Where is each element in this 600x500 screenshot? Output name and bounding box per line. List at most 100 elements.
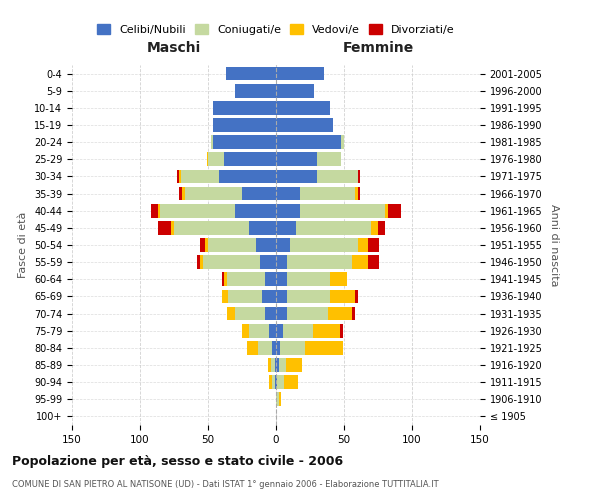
Bar	[279, 392, 281, 406]
Bar	[305, 341, 343, 354]
Bar	[283, 324, 313, 338]
Y-axis label: Anni di nascita: Anni di nascita	[549, 204, 559, 286]
Bar	[371, 221, 378, 234]
Bar	[328, 306, 352, 320]
Bar	[276, 101, 331, 114]
Bar	[368, 238, 379, 252]
Bar	[276, 272, 287, 286]
Bar	[276, 238, 290, 252]
Bar	[249, 324, 269, 338]
Bar	[229, 290, 262, 304]
Bar	[385, 204, 388, 218]
Bar	[276, 136, 341, 149]
Bar	[279, 358, 286, 372]
Text: COMUNE DI SAN PIETRO AL NATISONE (UD) - Dati ISTAT 1° gennaio 2006 - Elaborazion: COMUNE DI SAN PIETRO AL NATISONE (UD) - …	[12, 480, 439, 489]
Bar	[358, 238, 368, 252]
Bar	[358, 186, 361, 200]
Bar	[378, 221, 385, 234]
Bar	[355, 186, 358, 200]
Y-axis label: Fasce di età: Fasce di età	[19, 212, 28, 278]
Bar	[276, 376, 277, 389]
Bar	[287, 272, 331, 286]
Bar	[276, 290, 287, 304]
Bar	[296, 221, 371, 234]
Legend: Celibi/Nubili, Coniugati/e, Vedovi/e, Divorziati/e: Celibi/Nubili, Coniugati/e, Vedovi/e, Di…	[97, 24, 455, 34]
Bar	[262, 290, 276, 304]
Bar	[158, 204, 160, 218]
Text: Femmine: Femmine	[343, 40, 413, 54]
Bar	[286, 358, 302, 372]
Bar	[151, 204, 158, 218]
Bar	[214, 136, 276, 149]
Bar	[197, 256, 200, 269]
Bar	[182, 186, 185, 200]
Bar	[226, 66, 276, 80]
Bar	[205, 238, 208, 252]
Bar	[227, 306, 235, 320]
Bar	[179, 170, 181, 183]
Bar	[158, 221, 171, 234]
Bar	[247, 341, 259, 354]
Bar	[276, 392, 279, 406]
Bar	[276, 324, 283, 338]
Bar	[174, 221, 249, 234]
Bar	[177, 170, 179, 183]
Bar	[290, 238, 358, 252]
Bar	[272, 376, 275, 389]
Bar	[272, 341, 276, 354]
Bar	[275, 376, 276, 389]
Bar	[287, 290, 331, 304]
Bar	[276, 341, 280, 354]
Bar	[331, 290, 355, 304]
Bar	[276, 186, 301, 200]
Bar	[317, 170, 358, 183]
Bar	[171, 221, 174, 234]
Bar	[185, 186, 242, 200]
Bar	[358, 170, 361, 183]
Bar	[208, 152, 224, 166]
Bar	[224, 272, 227, 286]
Bar	[181, 170, 219, 183]
Bar	[276, 84, 314, 98]
Bar	[284, 376, 298, 389]
Bar	[276, 358, 279, 372]
Bar	[287, 256, 352, 269]
Bar	[301, 186, 355, 200]
Bar	[276, 204, 301, 218]
Bar	[355, 290, 358, 304]
Bar	[280, 341, 305, 354]
Bar	[214, 118, 276, 132]
Bar	[206, 152, 208, 166]
Bar	[179, 186, 182, 200]
Bar	[276, 118, 333, 132]
Bar	[277, 376, 284, 389]
Bar	[269, 324, 276, 338]
Bar	[268, 358, 271, 372]
Bar	[276, 66, 323, 80]
Bar	[276, 256, 287, 269]
Bar	[352, 256, 368, 269]
Bar	[317, 152, 341, 166]
Bar	[242, 324, 249, 338]
Bar	[276, 152, 317, 166]
Bar	[235, 306, 265, 320]
Bar	[203, 256, 260, 269]
Bar	[276, 221, 296, 234]
Bar	[276, 306, 287, 320]
Bar	[259, 341, 272, 354]
Bar	[271, 358, 275, 372]
Bar	[368, 256, 379, 269]
Bar	[242, 186, 276, 200]
Text: Maschi: Maschi	[147, 40, 201, 54]
Bar	[221, 272, 224, 286]
Bar	[341, 136, 344, 149]
Bar	[160, 204, 235, 218]
Bar	[265, 306, 276, 320]
Bar	[224, 152, 276, 166]
Text: Popolazione per età, sesso e stato civile - 2006: Popolazione per età, sesso e stato civil…	[12, 455, 343, 468]
Bar	[331, 272, 347, 286]
Bar	[219, 170, 276, 183]
Bar	[275, 358, 276, 372]
Bar	[221, 290, 229, 304]
Bar	[287, 306, 328, 320]
